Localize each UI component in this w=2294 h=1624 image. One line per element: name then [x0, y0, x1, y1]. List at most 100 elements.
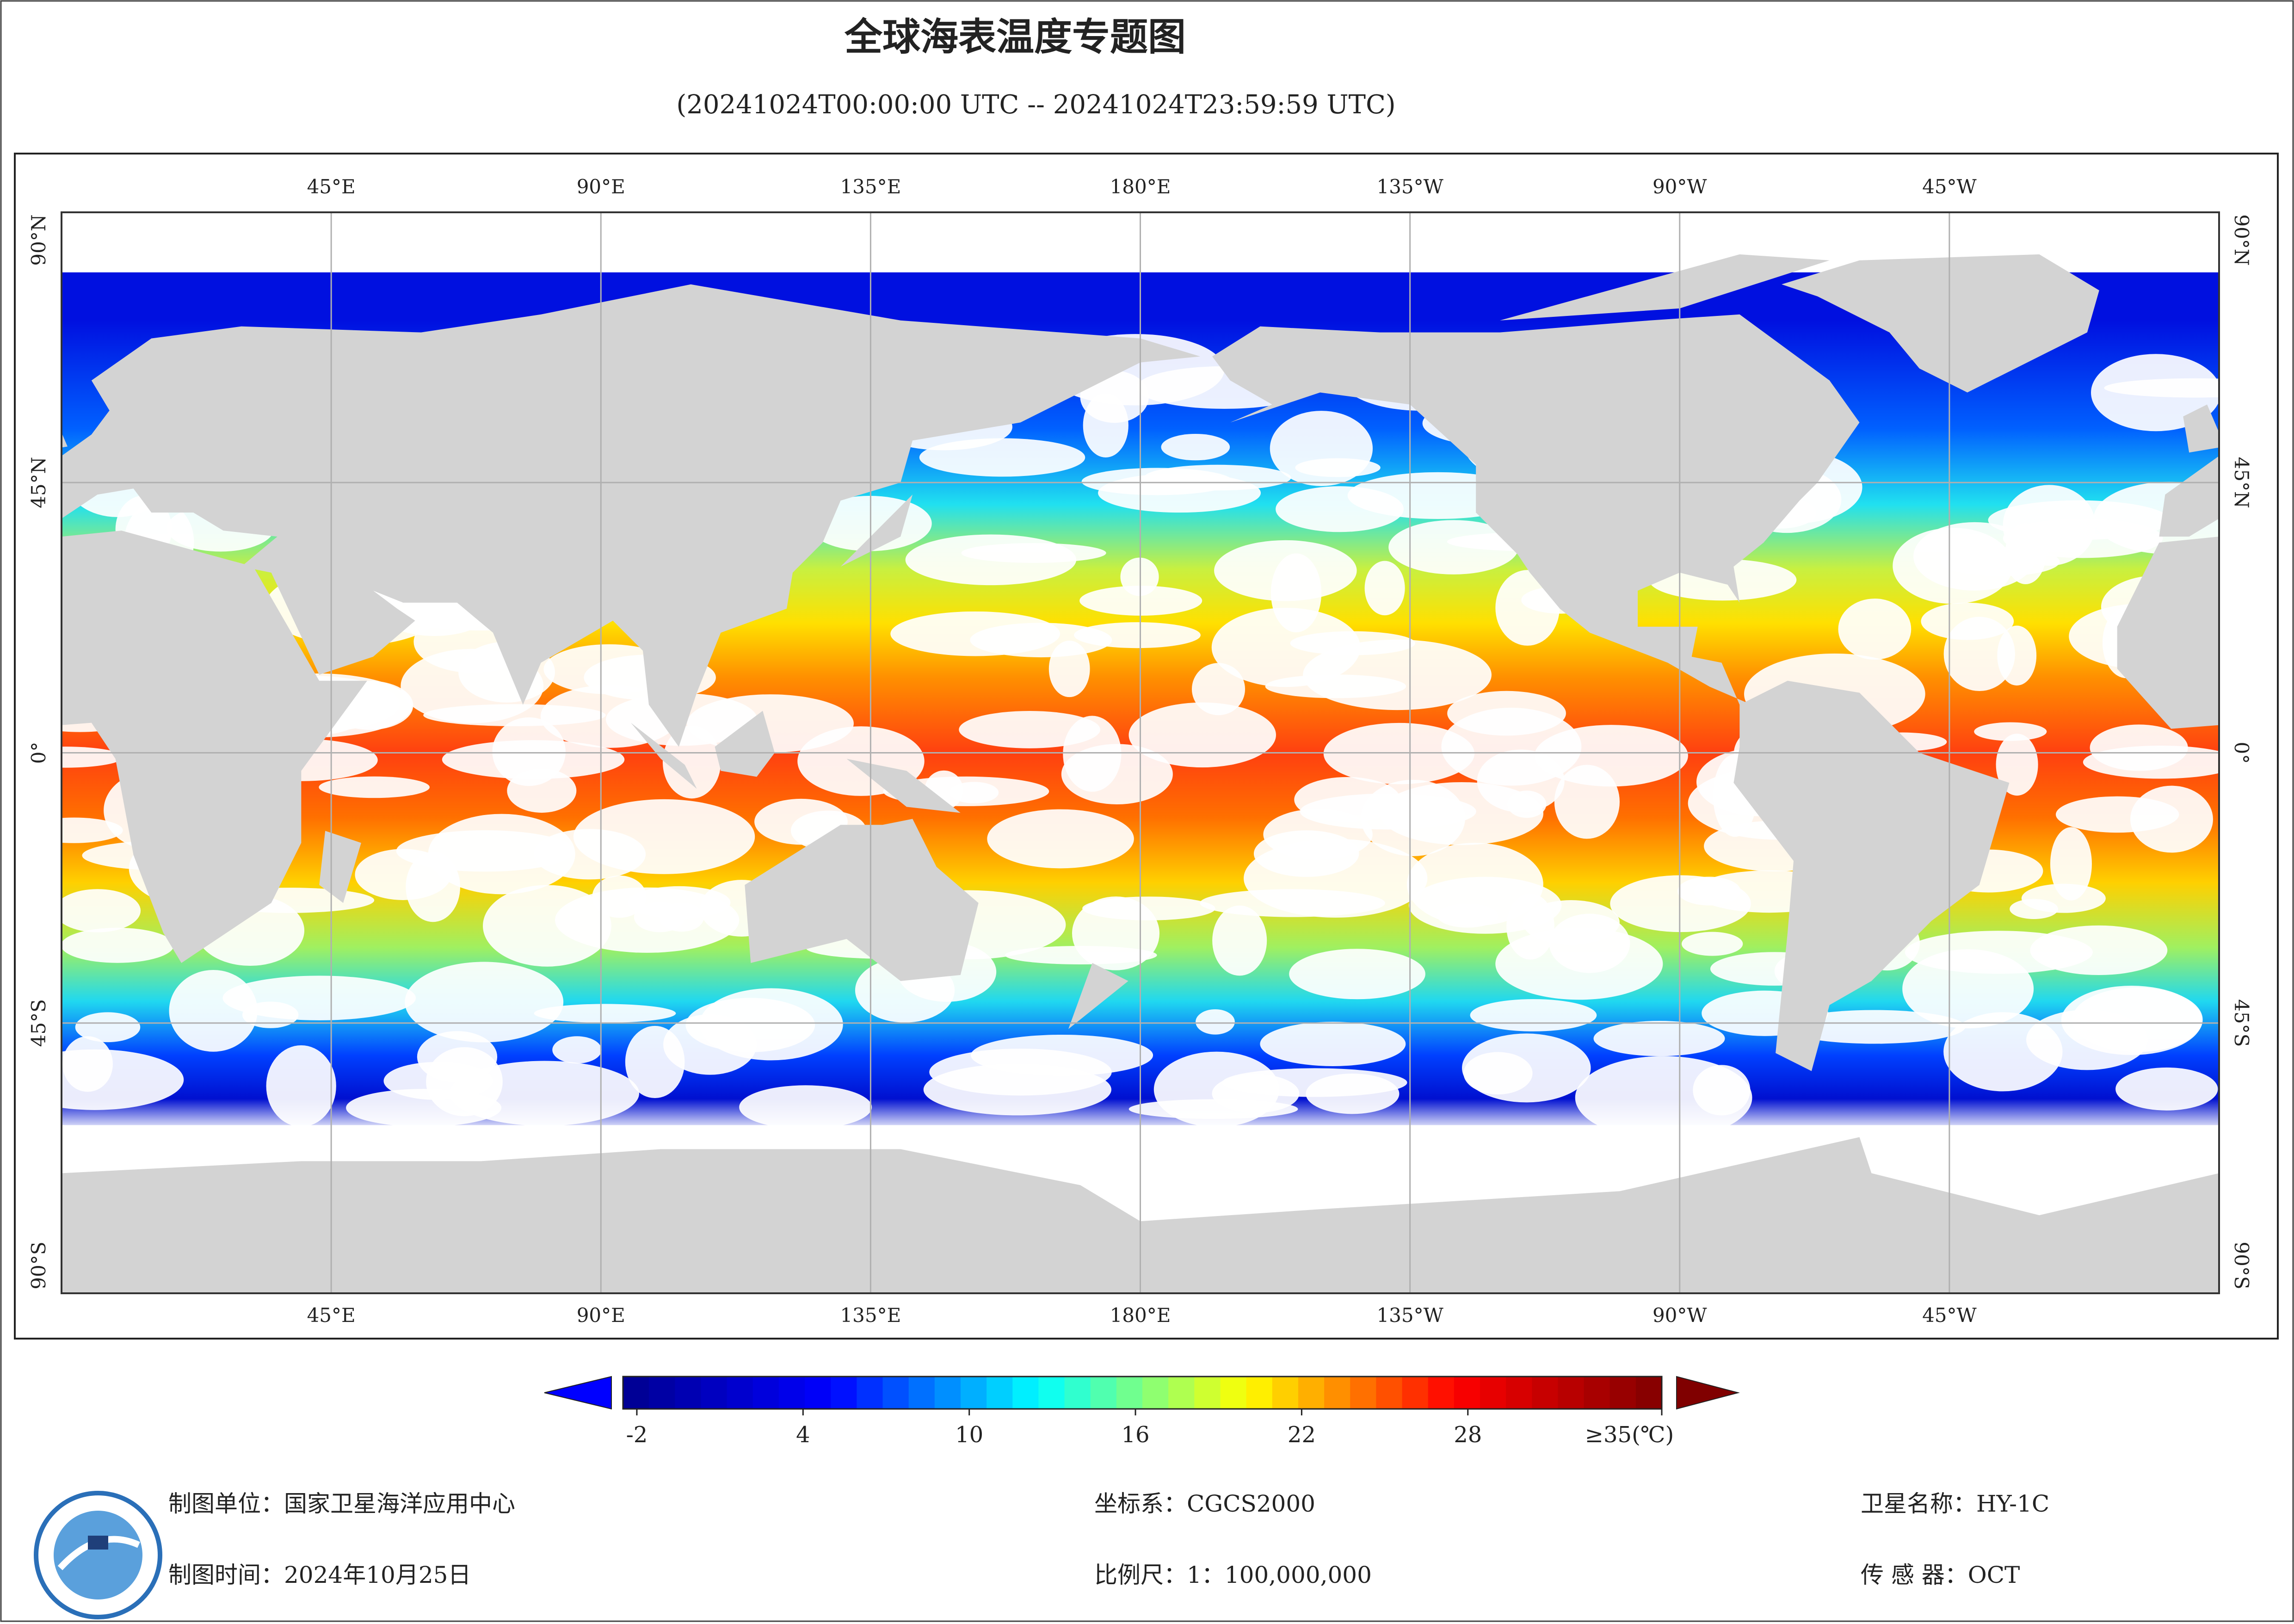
colorbar-tick-label: -2 [626, 1422, 648, 1448]
lon-label-bottom: 45°W [1922, 1304, 1977, 1327]
lat-label-right: 0° [2230, 742, 2253, 764]
colorbar-step [1116, 1377, 1143, 1409]
colorbar-step [1246, 1377, 1273, 1409]
colorbar-tick-label: 22 [1288, 1422, 1316, 1448]
colorbar-over [1677, 1377, 1738, 1409]
footer-unit: 制图单位：国家卫星海洋应用中心 [168, 1490, 515, 1517]
colorbar-step [753, 1377, 779, 1409]
lat-label-right: 90°S [2230, 1241, 2253, 1289]
colorbar-step [1610, 1377, 1636, 1409]
footer-crs: 坐标系：CGCS2000 [1094, 1490, 1315, 1517]
footer-sensor: 传 感 器：OCT [1861, 1562, 2020, 1588]
lon-label-top: 90°W [1653, 175, 1707, 198]
cloud [1902, 949, 2034, 1028]
lat-label-left: 45°S [27, 999, 50, 1047]
lon-label-bottom: 135°W [1376, 1304, 1443, 1327]
cloud [1361, 780, 1465, 856]
cloud [1554, 765, 1620, 839]
lon-label-top: 45°E [307, 175, 356, 198]
colorbar-step [649, 1377, 675, 1409]
colorbar-step [1091, 1377, 1117, 1409]
cloud [1507, 790, 1546, 818]
cloud [1289, 949, 1425, 999]
cloud [2026, 1010, 2148, 1070]
cloud [1082, 468, 1233, 495]
cloud [1594, 1021, 1725, 1056]
logo [36, 1493, 160, 1617]
cloud [417, 1031, 497, 1082]
cloud [2130, 786, 2213, 853]
colorbar-step [623, 1377, 649, 1409]
cloud [1974, 722, 2047, 741]
colorbar-step [1168, 1377, 1195, 1409]
cloud [1324, 723, 1474, 784]
cloud [971, 1035, 1153, 1076]
colorbar-step [1298, 1377, 1325, 1409]
cloud [406, 852, 460, 922]
cloud [1196, 1009, 1235, 1035]
colorbar-step [1220, 1377, 1246, 1409]
cloud [1893, 528, 2012, 604]
colorbar-step [805, 1377, 831, 1409]
cloud [266, 1045, 336, 1127]
colorbar-step [1454, 1377, 1480, 1409]
cloud [1270, 411, 1373, 486]
cloud [9, 747, 123, 768]
cloud [2115, 1068, 2218, 1111]
colorbar-under [544, 1377, 611, 1409]
lat-label-left: 45°N [27, 457, 50, 508]
colorbar-step [1272, 1377, 1299, 1409]
lat-label-right: 90°N [2230, 214, 2253, 266]
cloud [1200, 889, 1385, 917]
colorbar-tick-label: 10 [955, 1422, 983, 1448]
colorbar-tick-label: ≥35(℃) [1585, 1422, 1674, 1448]
lon-label-top: 180°E [1110, 175, 1171, 198]
cloud [2050, 827, 2092, 901]
lat-label-left: 90°S [27, 1241, 50, 1289]
map [0, 212, 2294, 1293]
colorbar-step [675, 1377, 701, 1409]
colorbar-step [1402, 1377, 1429, 1409]
map-subtitle: (20241024T00:00:00 UTC -- 20241024T23:59… [676, 90, 1395, 120]
colorbar-step [1012, 1377, 1039, 1409]
cloud [75, 1012, 141, 1042]
colorbar-step [961, 1377, 987, 1409]
colorbar-step [1376, 1377, 1402, 1409]
colorbar-step [1038, 1377, 1065, 1409]
colorbar-step [1142, 1377, 1169, 1409]
lon-label-bottom: 180°E [1110, 1304, 1171, 1327]
colorbar-step [1480, 1377, 1506, 1409]
colorbar-tick-label: 28 [1454, 1422, 1482, 1448]
logo-globe [54, 1511, 142, 1599]
lon-label-bottom: 90°E [577, 1304, 625, 1327]
colorbar-step [727, 1377, 753, 1409]
colorbar-step [857, 1377, 883, 1409]
cloud [1072, 896, 1159, 970]
cloud [55, 889, 141, 932]
colorbar-step [1324, 1377, 1350, 1409]
cloud [970, 623, 1112, 657]
cloud [739, 1085, 872, 1129]
cloud [1260, 1022, 1406, 1066]
footer-scale: 比例尺：1：100,000,000 [1094, 1562, 1372, 1588]
cloud [987, 809, 1134, 869]
colorbar-step [1636, 1377, 1662, 1409]
lat-label-left: 90°N [27, 214, 50, 266]
colorbar-step [1584, 1377, 1610, 1409]
cloud [961, 543, 1106, 563]
lon-label-bottom: 90°W [1653, 1304, 1707, 1327]
colorbar-step [883, 1377, 909, 1409]
lon-label-top: 90°E [577, 175, 625, 198]
cloud [25, 817, 123, 843]
cloud [1470, 999, 1597, 1031]
cloud [552, 1036, 601, 1063]
cloud [1463, 1052, 1532, 1094]
cloud [1682, 932, 1743, 956]
lat-label-left: 0° [27, 742, 50, 764]
cloud [1988, 500, 2170, 540]
lat-label-right: 45°N [2230, 457, 2253, 508]
lon-label-top: 135°E [840, 175, 901, 198]
colorbar-step [1350, 1377, 1376, 1409]
